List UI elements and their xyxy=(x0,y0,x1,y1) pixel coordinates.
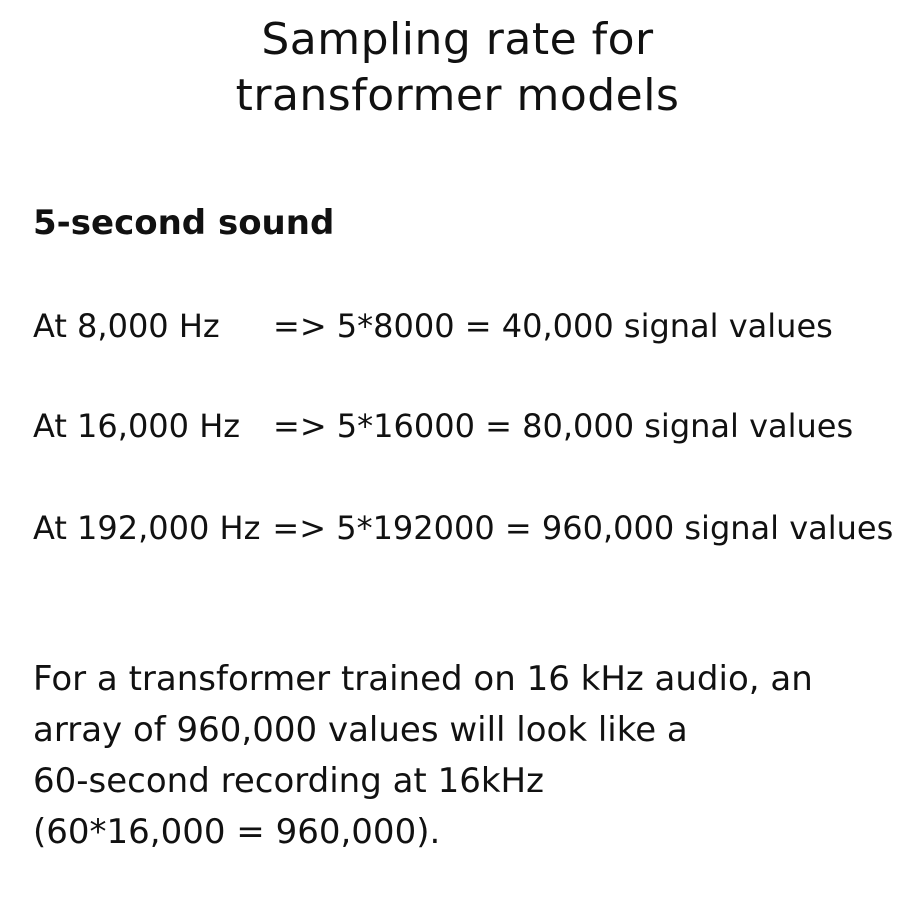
rate-row-192000: At 192,000 Hz => 5*192000 = 960,000 signa… xyxy=(33,506,893,550)
rate-label: At 8,000 Hz xyxy=(33,307,220,345)
paragraph-line: (60*16,000 = 960,000). xyxy=(33,812,441,852)
paragraph-line: 60-second recording at 16kHz xyxy=(33,761,544,801)
rate-label: At 16,000 Hz xyxy=(33,407,241,445)
rate-calculation: => 5*8000 = 40,000 signal values xyxy=(273,307,833,345)
slide-title: Sampling rate for transformer models xyxy=(0,12,915,124)
paragraph-line: array of 960,000 values will look like a xyxy=(33,710,688,750)
section-heading: 5-second sound xyxy=(33,203,335,243)
slide-title-line-1: Sampling rate for xyxy=(261,14,654,65)
rate-row-8000: At 8,000 Hz => 5*8000 = 40,000 signal val… xyxy=(33,304,833,348)
slide-title-line-2: transformer models xyxy=(235,70,680,121)
rate-calculation: => 5*16000 = 80,000 signal values xyxy=(273,407,854,445)
explanation-paragraph: For a transformer trained on 16 kHz audi… xyxy=(33,654,813,858)
rate-calculation: => 5*192000 = 960,000 signal values xyxy=(272,509,894,547)
rate-label: At 192,000 Hz xyxy=(33,509,261,547)
paragraph-line: For a transformer trained on 16 kHz audi… xyxy=(33,659,813,699)
rate-row-16000: At 16,000 Hz => 5*16000 = 80,000 signal v… xyxy=(33,404,853,448)
